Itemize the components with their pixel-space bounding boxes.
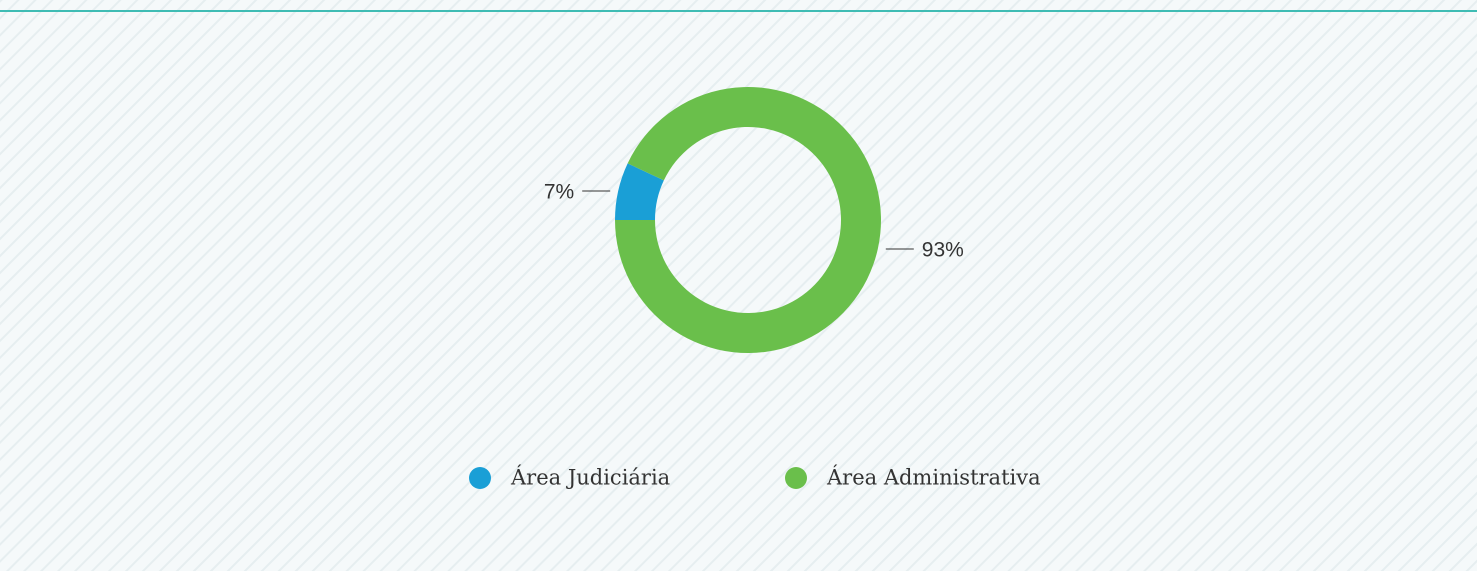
legend-swatch [469,467,491,489]
legend-swatch [785,467,807,489]
donut-slice [615,163,664,220]
legend-label: Área Administrativa [826,466,1041,490]
data-label: 93% [922,239,964,262]
donut-slice [615,87,882,354]
data-label: 7% [544,181,574,204]
plot: 7% 93% Área Judiciária Área Administrativa [469,87,1041,490]
legend-label: Área Judiciária [510,466,670,490]
top-border [0,10,1477,12]
